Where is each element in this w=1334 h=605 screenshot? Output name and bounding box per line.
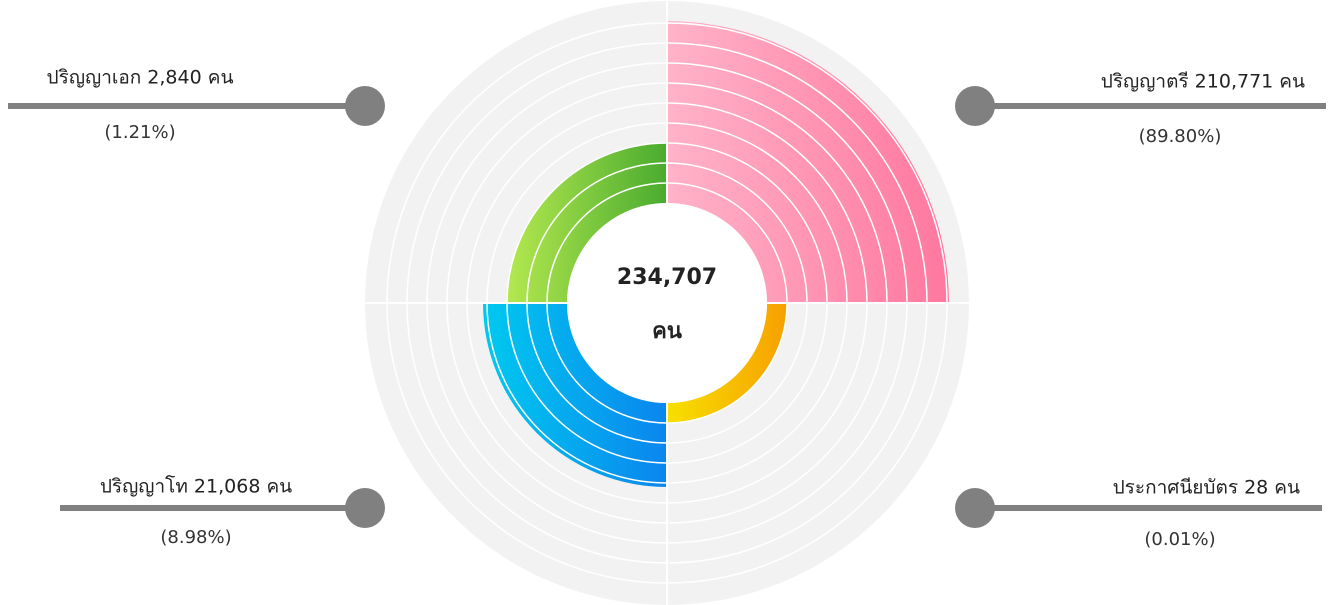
label: ปริญญาเอก 2,840 คน	[47, 67, 234, 89]
center-disc	[567, 203, 767, 403]
percent: (8.98%)	[160, 527, 231, 548]
total-unit: คน	[652, 319, 682, 344]
percent: (89.80%)	[1139, 126, 1222, 147]
leader-dot	[955, 488, 995, 528]
quadrant-arc	[667, 303, 787, 423]
percent: (0.01%)	[1144, 529, 1215, 550]
percent: (1.21%)	[104, 122, 175, 143]
leader-dot	[345, 86, 385, 126]
label: ปริญญาตรี 210,771 คน	[1101, 71, 1305, 93]
quadrant-arc	[483, 303, 667, 487]
label: ประกาศนียบัตร 28 คน	[1113, 477, 1300, 499]
label: ปริญญาโท 21,068 คน	[100, 475, 292, 498]
leader-dot	[955, 86, 995, 126]
quadrant-arc	[507, 143, 667, 303]
total: 234,707	[617, 265, 717, 290]
leader-dot	[345, 488, 385, 528]
